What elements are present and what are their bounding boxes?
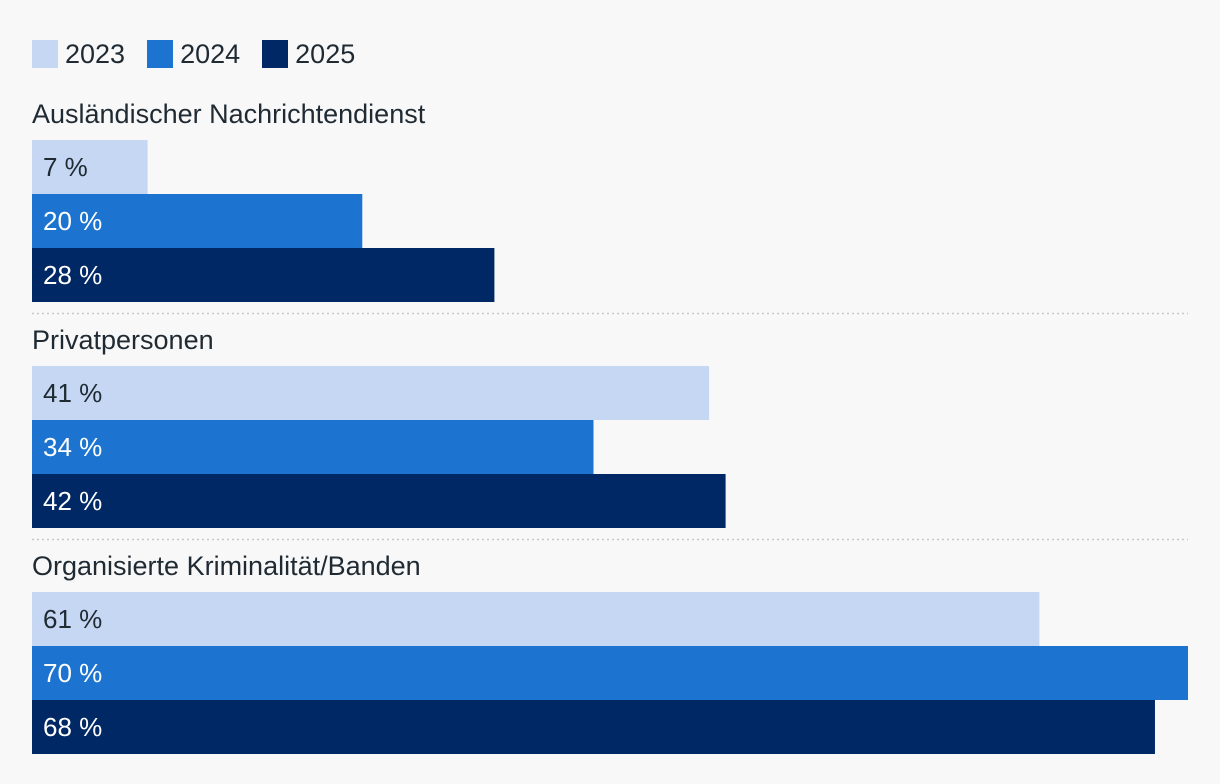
legend-swatch-2025	[262, 40, 289, 68]
legend-item-2023: 2023	[32, 38, 125, 70]
data-label-organisierte-kriminalitaet-banden-2025: 68 %	[43, 712, 102, 742]
data-label-privatpersonen-2024: 34 %	[43, 432, 102, 462]
bar-auslaendischer-nachrichtendienst-2025	[32, 248, 495, 302]
legend-swatch-2024	[147, 40, 174, 68]
bar-privatpersonen-2023	[32, 366, 710, 420]
legend-item-2025: 2025	[262, 38, 355, 70]
bar-auslaendischer-nachrichtendienst-2024	[32, 194, 363, 248]
legend: 2023 2024 2025	[32, 38, 377, 70]
data-label-privatpersonen-2025: 42 %	[43, 486, 102, 516]
legend-label-2023: 2023	[65, 39, 126, 69]
legend-swatch-2023	[32, 40, 58, 68]
category-label-organisierte-kriminalitaet-banden: Organisierte Kriminalität/Banden	[32, 551, 421, 581]
data-label-auslaendischer-nachrichtendienst-2024: 20 %	[43, 206, 102, 236]
bar-privatpersonen-2025	[32, 474, 726, 528]
data-label-organisierte-kriminalitaet-banden-2023: 61 %	[43, 604, 102, 634]
bar-organisierte-kriminalitaet-banden-2023	[32, 592, 1040, 646]
bar-organisierte-kriminalitaet-banden-2025	[32, 700, 1155, 754]
bar-auslaendischer-nachrichtendienst-2023	[32, 140, 148, 194]
legend-item-2024: 2024	[147, 38, 240, 70]
legend-label-2024: 2024	[180, 39, 241, 69]
data-label-auslaendischer-nachrichtendienst-2023: 7 %	[43, 152, 88, 182]
bar-privatpersonen-2024	[32, 420, 594, 474]
bar-organisierte-kriminalitaet-banden-2024	[32, 646, 1188, 700]
legend-label-2025: 2025	[295, 39, 356, 69]
category-label-auslaendischer-nachrichtendienst: Ausländischer Nachrichtendienst	[32, 99, 426, 129]
category-label-privatpersonen: Privatpersonen	[32, 325, 214, 355]
data-label-privatpersonen-2023: 41 %	[43, 378, 102, 408]
data-label-auslaendischer-nachrichtendienst-2025: 28 %	[43, 260, 102, 290]
data-label-organisierte-kriminalitaet-banden-2024: 70 %	[43, 658, 102, 688]
